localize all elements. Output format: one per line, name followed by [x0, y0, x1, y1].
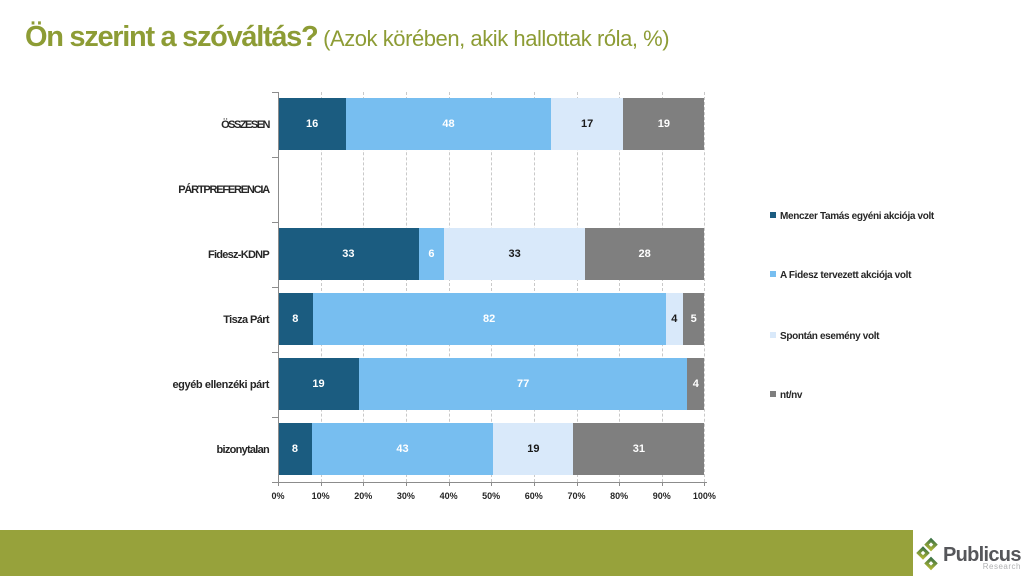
svg-text:Publicus: Publicus	[943, 544, 1021, 566]
svg-text:Research: Research	[983, 562, 1021, 571]
